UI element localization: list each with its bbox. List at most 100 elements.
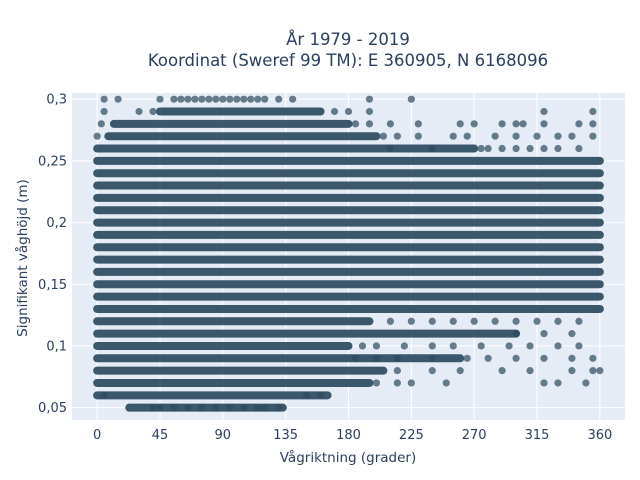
data-point [554,379,562,387]
data-band [93,329,521,338]
x-axis-ticks: 0 45 90 135 180 225 270 315 360 [93,428,612,443]
data-point [407,379,415,387]
data-point [379,132,388,140]
data-point [540,330,548,338]
data-point [575,144,583,153]
data-point [386,144,394,153]
y-tick-label: 0,15 [38,278,67,293]
data-point [365,120,374,128]
data-point [463,354,471,362]
data-point [512,132,520,140]
data-point [526,144,534,153]
data-band [93,230,604,239]
data-point [512,317,520,325]
data-point [428,367,436,375]
data-point [414,120,422,128]
data-point [449,342,457,350]
data-point [100,95,108,103]
data-point [184,95,192,103]
data-point [407,317,415,325]
data-point [407,95,415,103]
data-point [184,404,192,412]
data-point [540,120,548,128]
data-band [93,317,374,326]
data-band [93,255,604,264]
data-point [393,354,401,362]
data-point [589,132,597,140]
data-point [463,132,471,140]
data-point [470,120,478,128]
data-band [93,144,479,153]
data-point [568,354,576,362]
data-point [575,120,583,128]
data-band [93,169,604,178]
data-points [93,95,604,412]
data-point [372,354,381,362]
chart-subtitle: Koordinat (Sweref 99 TM): E 360905, N 61… [148,51,548,70]
y-tick-label: 0,3 [46,93,67,108]
data-point [212,95,220,103]
data-point [512,120,520,128]
data-point [247,95,255,103]
data-point [554,132,562,140]
data-point [533,132,541,140]
data-point [540,144,548,153]
data-point [330,107,339,116]
data-point [449,317,457,325]
data-point [442,379,450,387]
data-point [589,120,597,128]
data-point [554,317,562,325]
data-point [386,120,394,128]
data-point [358,342,367,350]
data-bands [93,107,604,412]
data-point [512,144,520,153]
data-point [505,342,513,350]
data-point [93,132,101,140]
y-axis-ticks: 0,05 0,1 0,15 0,2 0,25 0,3 [38,93,67,416]
data-point [491,317,499,325]
data-point [177,95,185,103]
data-point [582,379,590,387]
x-tick-label: 270 [462,428,487,443]
data-point [568,330,576,338]
data-point [170,95,178,103]
data-point [393,132,401,140]
data-point [351,354,360,362]
data-point [254,95,262,103]
data-point [191,95,199,103]
data-band [93,181,604,190]
data-point [372,379,381,387]
data-point [372,342,381,350]
data-band [109,119,353,128]
data-band [93,354,465,363]
data-point [470,317,478,325]
data-point [449,132,457,140]
x-tick-label: 315 [525,428,550,443]
x-tick-label: 180 [336,428,361,443]
data-point [540,107,548,116]
data-point [226,404,234,412]
data-point [575,342,583,350]
data-band [93,292,604,301]
data-point [240,95,248,103]
data-point [484,144,492,153]
data-point [589,367,597,375]
data-band [93,280,604,289]
data-point [303,391,311,399]
y-tick-label: 0,05 [38,401,67,416]
x-tick-label: 225 [399,428,424,443]
data-band [93,267,604,276]
data-point [589,107,597,116]
data-band [155,107,325,116]
data-point [400,342,408,350]
data-point [386,317,394,325]
data-point [198,404,206,412]
data-point [135,107,143,116]
data-point [351,120,360,128]
data-point [589,354,597,362]
data-point [212,404,220,412]
data-point [526,367,534,375]
data-band [93,193,604,202]
data-point [149,107,157,116]
